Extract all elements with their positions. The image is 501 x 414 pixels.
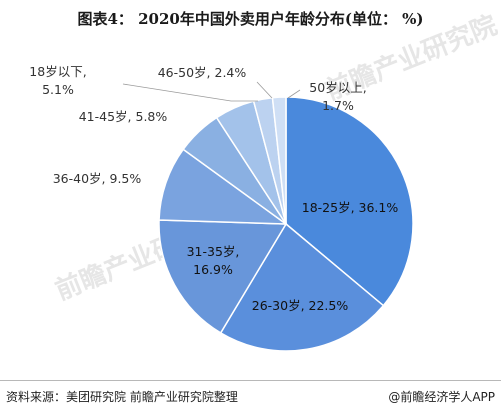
data-label-5: 41-45岁, 5.8% <box>79 109 168 124</box>
footer-divider <box>0 380 501 381</box>
data-label-1: 18-25岁, 36.1% <box>302 200 399 215</box>
leader-lines <box>122 81 301 102</box>
pie-slice-3 <box>158 219 288 334</box>
data-label-3: 31-35岁, 16.9% <box>187 244 240 277</box>
pie-slice-1 <box>285 96 414 307</box>
leader-line-7 <box>256 81 273 99</box>
chart-title: 图表4： 2020年中国外卖用户年龄分布(单位： %) <box>77 10 424 28</box>
pie-slice-8 <box>271 96 287 225</box>
pie-chart: 前瞻产业研究院 前瞻产业研究院 18-25岁, 36.1%26-30岁, 22.… <box>29 10 501 352</box>
data-labels: 18-25岁, 36.1% 26-30岁, 22.5% 31-35岁, 16.9% 36… <box>29 64 398 313</box>
pie-slices <box>158 96 414 352</box>
data-label-8: 50岁以上, 1.7% <box>309 80 366 113</box>
credit-note: @前瞻经济学人APP <box>388 390 495 404</box>
pie-slice-4 <box>158 148 289 225</box>
leader-line-6 <box>122 83 258 102</box>
source-note: 资料来源：美团研究院 前瞻产业研究院整理 <box>6 390 238 404</box>
pie-slice-2 <box>219 222 385 352</box>
data-label-4: 36-40岁, 9.5% <box>53 171 142 186</box>
data-label-2: 26-30岁, 22.5% <box>252 298 349 313</box>
footer: 资料来源：美团研究院 前瞻产业研究院整理 @前瞻经济学人APP <box>0 380 501 414</box>
data-label-6: 18岁以下, 5.1% <box>29 64 86 97</box>
leader-line-8 <box>287 89 301 99</box>
data-label-7: 46-50岁, 2.4% <box>158 65 247 80</box>
